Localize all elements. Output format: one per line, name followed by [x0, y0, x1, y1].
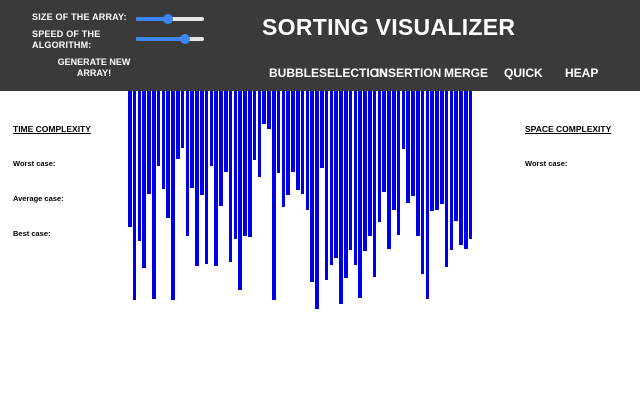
array-size-label: SIZE OF THE ARRAY:: [32, 12, 127, 22]
array-bar: [420, 91, 425, 274]
array-bar: [300, 91, 305, 194]
selection-sort-button[interactable]: SELECTION: [319, 66, 388, 80]
array-bar: [430, 91, 434, 211]
array-bar: [444, 91, 449, 267]
array-size-slider-fill: [136, 17, 168, 21]
array-bar: [406, 91, 410, 203]
array-bar: [315, 91, 319, 309]
array-bar: [396, 91, 401, 235]
array-bar: [339, 91, 343, 304]
array-bar: [425, 91, 430, 299]
array-bar: [252, 91, 257, 160]
algorithm-speed-slider-thumb[interactable]: [179, 34, 190, 44]
header-bar: SIZE OF THE ARRAY: SPEED OF THE ALGORITH…: [0, 0, 640, 91]
bubble-sort-button[interactable]: BUBBLE: [269, 66, 319, 80]
array-bar: [272, 91, 276, 300]
array-bar: [238, 91, 242, 290]
algorithm-speed-slider[interactable]: [136, 34, 204, 44]
array-bar: [214, 91, 218, 266]
array-bar: [464, 91, 468, 249]
array-bar: [372, 91, 377, 277]
array-bar: [185, 91, 190, 236]
array-bar: [344, 91, 348, 278]
array-bar: [190, 91, 194, 188]
array-bar: [454, 91, 458, 221]
array-bar: [387, 91, 391, 249]
array-bar: [262, 91, 266, 124]
array-bar: [128, 91, 132, 227]
array-bar: [243, 91, 247, 236]
array-bar: [449, 91, 454, 250]
array-bar: [363, 91, 367, 251]
array-bar: [392, 91, 396, 210]
time-best-case-label: Best case:: [13, 229, 51, 238]
array-bar: [132, 91, 137, 300]
array-bar: [324, 91, 329, 280]
array-bar: [468, 91, 473, 239]
array-bar: [305, 91, 310, 210]
array-bar: [257, 91, 262, 177]
array-bar: [161, 91, 166, 189]
array-bar: [267, 91, 271, 129]
time-average-case-label: Average case:: [13, 194, 64, 203]
array-bar: [233, 91, 238, 239]
array-bar: [377, 91, 382, 222]
array-bar: [209, 91, 214, 166]
array-bar: [416, 91, 420, 236]
array-bar: [348, 91, 353, 250]
array-bar: [147, 91, 151, 194]
array-bar: [171, 91, 175, 300]
array-bar: [156, 91, 161, 166]
array-bar: [411, 91, 415, 196]
array-bar: [296, 91, 300, 190]
array-size-slider-thumb[interactable]: [162, 14, 173, 24]
space-worst-case-label: Worst case:: [525, 159, 568, 168]
array-bar: [310, 91, 314, 282]
algorithm-speed-slider-fill: [136, 37, 185, 41]
array-bar: [276, 91, 281, 173]
array-bar: [334, 91, 338, 258]
array-bar: [180, 91, 185, 148]
array-bar: [353, 91, 358, 265]
array-bar: [152, 91, 156, 299]
array-bar: [401, 91, 406, 149]
array-bar: [224, 91, 228, 172]
generate-array-button[interactable]: GENERATE NEW ARRAY!: [57, 57, 131, 78]
quick-sort-button[interactable]: QUICK: [504, 66, 543, 80]
time-complexity-heading: TIME COMPLEXITY: [13, 124, 91, 134]
array-bar: [358, 91, 362, 298]
array-bar: [176, 91, 180, 159]
merge-sort-button[interactable]: MERGE: [444, 66, 489, 80]
heap-sort-button[interactable]: HEAP: [565, 66, 599, 80]
array-bar: [286, 91, 290, 195]
array-bar: [459, 91, 463, 245]
array-bar: [137, 91, 142, 241]
array-bar: [142, 91, 146, 268]
time-worst-case-label: Worst case:: [13, 159, 56, 168]
array-bar: [382, 91, 386, 192]
array-bar: [166, 91, 170, 218]
array-bar: [200, 91, 204, 195]
array-bar: [368, 91, 372, 236]
array-bar: [440, 91, 444, 204]
array-bar: [248, 91, 252, 237]
insertion-sort-button[interactable]: INSERTION: [376, 66, 442, 80]
array-bar: [195, 91, 199, 266]
array-size-slider[interactable]: [136, 14, 204, 24]
array-bar: [320, 91, 324, 168]
space-complexity-heading: SPACE COMPLEXITY: [525, 124, 612, 134]
array-bar: [281, 91, 286, 207]
array-bar: [219, 91, 223, 206]
array-bar: [435, 91, 439, 210]
page-title: SORTING VISUALIZER: [262, 14, 516, 40]
array-bar: [204, 91, 209, 264]
array-bar: [291, 91, 295, 172]
array-bar: [329, 91, 334, 265]
array-bar: [228, 91, 233, 262]
algorithm-speed-label: SPEED OF THE ALGORITHM:: [32, 29, 101, 50]
